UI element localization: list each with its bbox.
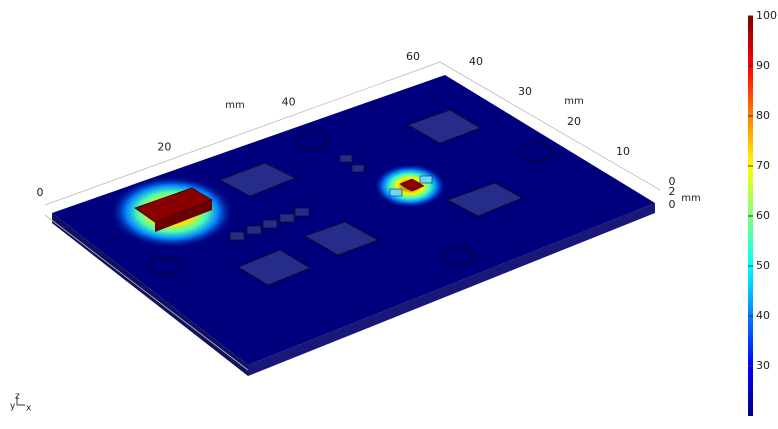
- x-tick-label: 0: [37, 186, 44, 199]
- y-tick-label: 40: [469, 55, 483, 68]
- chip: [155, 200, 212, 232]
- x-tick-label: 60: [406, 50, 420, 63]
- axis-frame: [44, 61, 661, 206]
- triad-label: z: [15, 392, 20, 402]
- y-axis-label: mm: [564, 96, 583, 107]
- colorbar-tick-label: 30: [756, 359, 770, 372]
- chip: [389, 188, 403, 197]
- z-tick-label: 2: [669, 185, 676, 198]
- colorbar-tick-label: 40: [756, 309, 770, 322]
- y-tick-label: 0: [669, 175, 676, 188]
- board-top: [52, 75, 655, 365]
- axis-frame: [44, 214, 249, 371]
- x-axis-label: mm: [225, 100, 244, 111]
- z-axis-label: mm: [681, 193, 700, 204]
- colorbar-tick-label: 90: [756, 59, 770, 72]
- y-tick-label: 30: [518, 85, 532, 98]
- colorbar-tick-label: 80: [756, 109, 770, 122]
- y-tick-label: 10: [616, 145, 630, 158]
- chip: [399, 178, 425, 192]
- x-tick-label: 20: [157, 141, 171, 154]
- triad-label: y: [10, 402, 16, 412]
- z-tick-label: 0: [669, 198, 676, 211]
- components: [148, 109, 553, 286]
- y-tick-label: 20: [567, 115, 581, 128]
- board-side: [52, 213, 248, 376]
- triad-label: x: [26, 404, 32, 414]
- chip: [419, 175, 433, 184]
- colorbar-tick-label: 70: [756, 159, 770, 172]
- colorbar-tick-label: 50: [756, 259, 770, 272]
- colorbar-tick-label: 60: [756, 209, 770, 222]
- colorbar-tick-label: 100: [756, 9, 777, 22]
- board-side: [248, 203, 655, 376]
- axis-triad: y z x: [10, 392, 32, 414]
- x-tick-label: 40: [282, 95, 296, 108]
